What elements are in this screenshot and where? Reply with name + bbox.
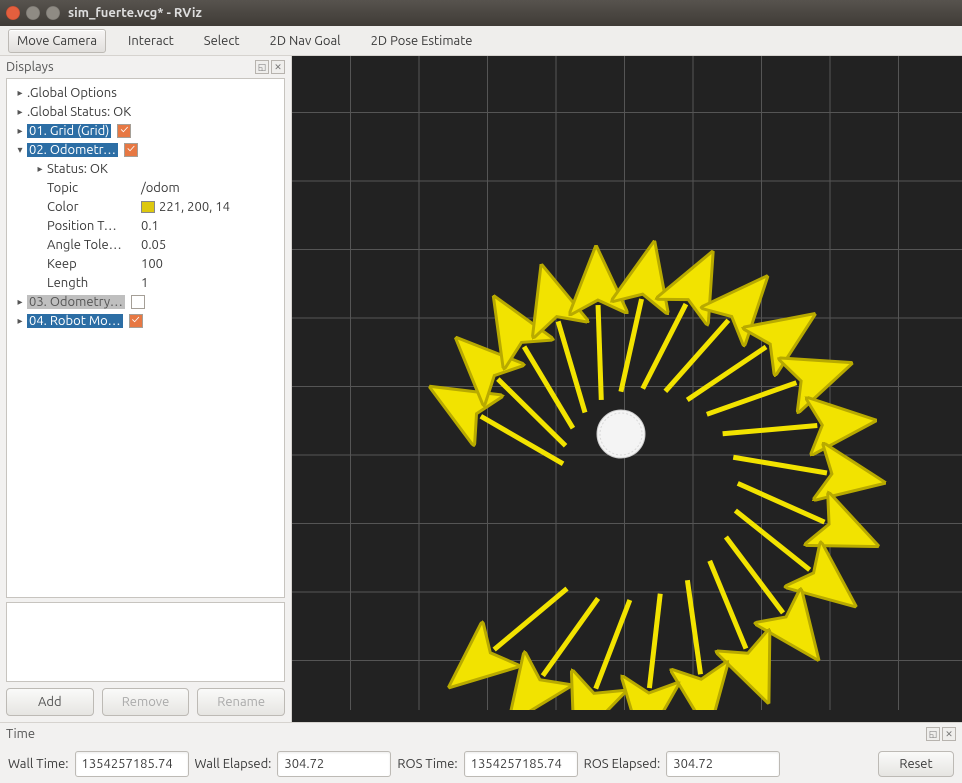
property-row[interactable]: Topic/odom [7, 178, 284, 197]
tree-label: 02. Odometr… [27, 143, 118, 157]
maximize-icon[interactable] [46, 6, 60, 20]
description-box [6, 602, 285, 682]
chevron-right-icon[interactable]: ▸ [13, 315, 27, 327]
time-header: Time ◱ ✕ [0, 723, 962, 745]
toolbar-interact[interactable]: Interact [120, 30, 182, 52]
tree-global-status[interactable]: ▸ .Global Status: OK [7, 102, 284, 121]
property-value[interactable]: 0.1 [141, 219, 284, 233]
undock-icon[interactable]: ◱ [255, 60, 269, 74]
tree-label: 01. Grid (Grid) [27, 124, 111, 138]
rename-button[interactable]: Rename [197, 688, 285, 716]
time-panel: Time ◱ ✕ Wall Time: 1354257185.74 Wall E… [0, 722, 962, 783]
wall-elapsed-field[interactable]: 304.72 [277, 751, 391, 777]
grid-visualization [292, 56, 962, 710]
tree-item-grid[interactable]: ▸ 01. Grid (Grid) ✓ [7, 121, 284, 140]
reset-button[interactable]: Reset [878, 751, 954, 777]
property-value[interactable]: 221, 200, 14 [141, 200, 284, 214]
chevron-right-icon[interactable]: ▸ [13, 296, 27, 308]
displays-title: Displays [6, 60, 54, 74]
remove-button[interactable]: Remove [102, 688, 190, 716]
color-swatch-icon [141, 201, 155, 213]
property-value[interactable]: /odom [141, 181, 284, 195]
chevron-right-icon[interactable]: ▸ [13, 125, 27, 137]
displays-header: Displays ◱ ✕ [0, 56, 291, 78]
ros-time-label: ROS Time: [397, 757, 457, 771]
displays-panel: Displays ◱ ✕ ▸ .Global Options ▸ .Global… [0, 56, 292, 722]
tree-item-odometry2[interactable]: ▸ 03. Odometry… [7, 292, 284, 311]
tree-label: .Global Status: OK [27, 105, 131, 119]
minimize-icon[interactable] [26, 6, 40, 20]
wall-time-label: Wall Time: [8, 757, 69, 771]
toolbar-move-camera[interactable]: Move Camera [8, 29, 106, 53]
tree-label: 03. Odometry… [27, 295, 125, 309]
tree-label: .Global Options [27, 86, 117, 100]
property-row[interactable]: Position T…0.1 [7, 216, 284, 235]
tree-item-status[interactable]: ▸ Status: OK [7, 159, 284, 178]
tree-global-options[interactable]: ▸ .Global Options [7, 83, 284, 102]
window-buttons [6, 6, 60, 20]
displays-button-row: Add Remove Rename [0, 688, 291, 722]
chevron-right-icon[interactable]: ▸ [13, 87, 27, 99]
ros-elapsed-label: ROS Elapsed: [584, 757, 661, 771]
property-key: Length [47, 276, 141, 290]
property-value[interactable]: 0.05 [141, 238, 284, 252]
view-3d[interactable] [292, 56, 962, 722]
window-title: sim_fuerte.vcg* - RViz [68, 6, 202, 20]
displays-tree[interactable]: ▸ .Global Options ▸ .Global Status: OK ▸… [6, 78, 285, 598]
add-button[interactable]: Add [6, 688, 94, 716]
property-row[interactable]: Angle Tole…0.05 [7, 235, 284, 254]
close-panel-icon[interactable]: ✕ [942, 727, 956, 741]
checkbox-icon[interactable] [131, 295, 145, 309]
property-key: Angle Tole… [47, 238, 141, 252]
main-area: Displays ◱ ✕ ▸ .Global Options ▸ .Global… [0, 56, 962, 722]
chevron-right-icon[interactable]: ▸ [33, 163, 47, 175]
toolbar: Move Camera Interact Select 2D Nav Goal 2D P… [0, 26, 962, 56]
property-key: Position T… [47, 219, 141, 233]
tree-label: 04. Robot Mo… [27, 314, 123, 328]
close-icon[interactable] [6, 6, 20, 20]
toolbar-2d-nav-goal[interactable]: 2D Nav Goal [262, 30, 349, 52]
property-row[interactable]: Length1 [7, 273, 284, 292]
tree-item-robotmodel[interactable]: ▸ 04. Robot Mo… ✓ [7, 311, 284, 330]
time-title: Time [6, 727, 35, 741]
close-panel-icon[interactable]: ✕ [271, 60, 285, 74]
ros-time-field[interactable]: 1354257185.74 [464, 751, 578, 777]
toolbar-select[interactable]: Select [196, 30, 248, 52]
chevron-right-icon[interactable]: ▸ [13, 106, 27, 118]
time-body: Wall Time: 1354257185.74 Wall Elapsed: 3… [0, 745, 962, 783]
toolbar-2d-pose-estimate[interactable]: 2D Pose Estimate [363, 30, 481, 52]
checkbox-icon[interactable]: ✓ [129, 314, 143, 328]
wall-time-field[interactable]: 1354257185.74 [75, 751, 189, 777]
property-row[interactable]: Color221, 200, 14 [7, 197, 284, 216]
checkbox-icon[interactable]: ✓ [124, 143, 138, 157]
property-key: Topic [47, 181, 141, 195]
property-value[interactable]: 100 [141, 257, 284, 271]
checkbox-icon[interactable]: ✓ [117, 124, 131, 138]
ros-elapsed-field[interactable]: 304.72 [666, 751, 780, 777]
tree-label: Status: OK [47, 162, 108, 176]
wall-elapsed-label: Wall Elapsed: [195, 757, 272, 771]
property-value[interactable]: 1 [141, 276, 284, 290]
chevron-down-icon[interactable]: ▾ [13, 144, 27, 156]
tree-item-odometry[interactable]: ▾ 02. Odometr… ✓ [7, 140, 284, 159]
property-key: Color [47, 200, 141, 214]
property-key: Keep [47, 257, 141, 271]
undock-icon[interactable]: ◱ [926, 727, 940, 741]
property-row[interactable]: Keep100 [7, 254, 284, 273]
window-titlebar: sim_fuerte.vcg* - RViz [0, 0, 962, 26]
